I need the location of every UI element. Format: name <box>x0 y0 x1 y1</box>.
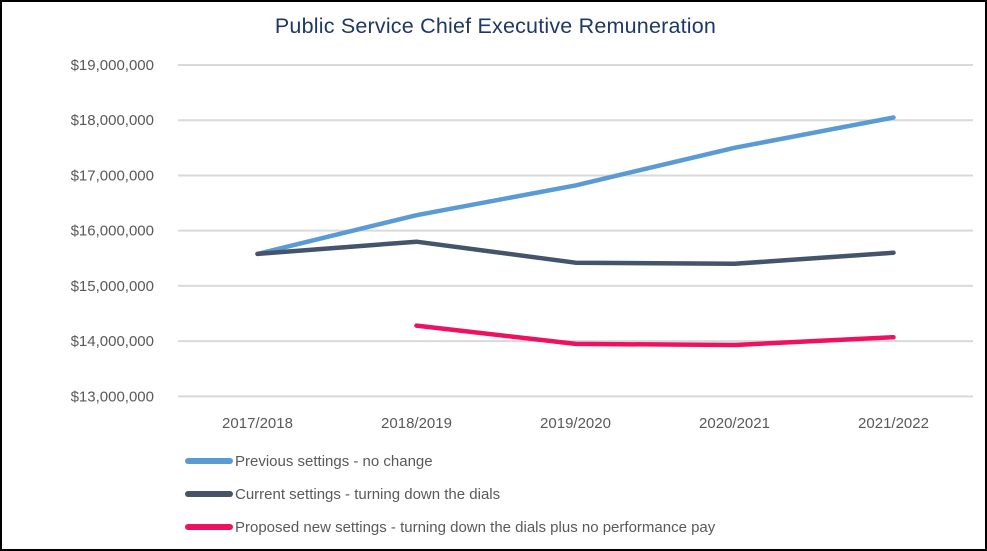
series-line <box>255 239 896 267</box>
legend-item: Previous settings - no change <box>185 451 715 471</box>
x-axis-tick-label: 2018/2019 <box>381 415 452 432</box>
x-axis-tick-label: 2017/2018 <box>222 415 293 432</box>
y-axis-tick-label: $15,000,000 <box>71 278 154 295</box>
chart-title: Public Service Chief Executive Remunerat… <box>274 14 717 38</box>
x-axis-tick-label: 2021/2022 <box>858 415 929 432</box>
legend-line-swatch <box>185 458 233 464</box>
x-axis-tick-label: 2020/2021 <box>699 415 770 432</box>
y-axis-tick-label: $18,000,000 <box>71 112 154 129</box>
legend-item: Proposed new settings - turning down the… <box>185 517 715 537</box>
series-line <box>255 115 896 257</box>
y-axis-tick-label: $14,000,000 <box>71 333 154 350</box>
legend-label: Previous settings - no change <box>235 452 433 470</box>
chart-legend: Previous settings - no change Current set… <box>185 451 715 549</box>
x-axis-tick-label: 2019/2020 <box>540 415 611 432</box>
y-axis-tick-label: $17,000,000 <box>71 167 154 184</box>
legend-label: Proposed new settings - turning down the… <box>235 518 716 536</box>
legend-item: Current settings - turning down the dial… <box>185 484 715 504</box>
series-line <box>414 323 896 348</box>
y-axis-tick-label: $16,000,000 <box>71 223 154 240</box>
y-axis-tick-label: $19,000,000 <box>71 57 154 74</box>
y-axis-tick-label: $13,000,000 <box>71 388 154 405</box>
legend-line-swatch <box>185 524 233 530</box>
legend-label: Current settings - turning down the dial… <box>235 485 501 503</box>
legend-line-swatch <box>185 491 233 497</box>
